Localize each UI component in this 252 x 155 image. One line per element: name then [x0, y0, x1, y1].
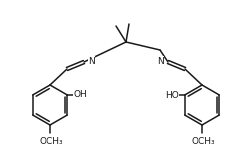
- Text: OCH₃: OCH₃: [191, 137, 215, 146]
- Text: OCH₃: OCH₃: [39, 137, 63, 146]
- Text: OH: OH: [73, 91, 87, 100]
- Text: N: N: [157, 57, 164, 66]
- Text: N: N: [88, 57, 95, 66]
- Text: HO: HO: [165, 91, 179, 100]
